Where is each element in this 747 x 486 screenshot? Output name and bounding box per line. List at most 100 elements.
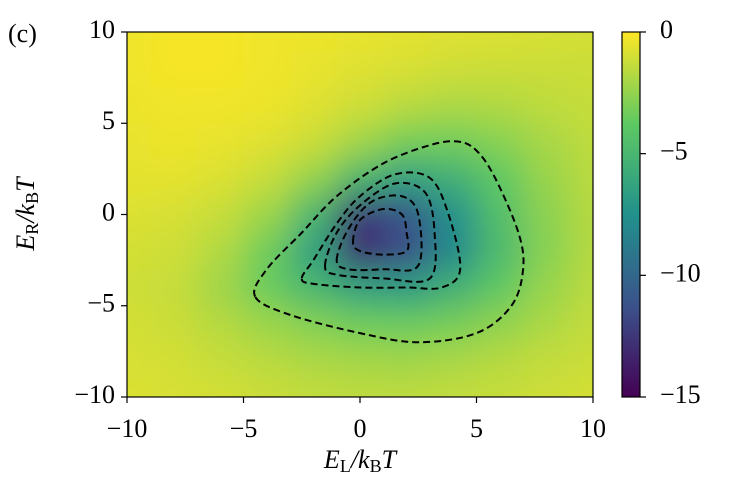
heat-cell	[336, 32, 384, 51]
panel-label: (c)	[8, 19, 37, 48]
heat-cell	[476, 305, 524, 343]
heat-cell	[383, 305, 431, 343]
heat-cell	[127, 123, 151, 161]
heat-cell	[150, 123, 198, 161]
heat-cell	[127, 269, 151, 307]
heat-cell	[569, 196, 593, 234]
heat-cell	[243, 305, 291, 343]
heat-cell	[290, 232, 338, 270]
contours	[253, 140, 525, 344]
heat-cell	[476, 86, 524, 124]
heat-cell	[523, 32, 571, 51]
heat-cell	[523, 342, 571, 380]
heatmap	[127, 32, 593, 397]
heat-cell	[523, 269, 571, 307]
heat-cell	[523, 159, 571, 197]
heat-cell	[243, 159, 291, 197]
heat-cell	[336, 196, 384, 234]
heat-cell	[429, 50, 477, 88]
heat-cell	[336, 342, 384, 380]
heat-cell	[336, 86, 384, 124]
heat-cell	[290, 86, 338, 124]
heat-cell	[290, 342, 338, 380]
heat-cell	[429, 232, 477, 270]
x-tick-label: 0	[354, 414, 367, 443]
heat-cell	[569, 32, 593, 51]
heat-cell	[569, 232, 593, 270]
y-tick-label: 5	[102, 106, 115, 135]
heat-cell	[196, 269, 244, 307]
heat-cell	[476, 378, 524, 397]
heat-cell	[127, 159, 151, 197]
heat-cell	[290, 305, 338, 343]
x-tick-label: −5	[230, 414, 258, 443]
heat-cell	[150, 378, 198, 397]
heat-cell	[476, 269, 524, 307]
heat-cell	[569, 123, 593, 161]
heat-cell	[196, 32, 244, 51]
heat-cell	[243, 50, 291, 88]
x-tick-label: −10	[107, 414, 148, 443]
y-tick-label: −5	[87, 289, 115, 318]
colorbar	[621, 31, 641, 398]
heat-cell	[523, 123, 571, 161]
colorbar-tick-label: −15	[660, 380, 701, 409]
heat-cell	[150, 86, 198, 124]
heat-cell	[429, 159, 477, 197]
heat-cell	[569, 50, 593, 88]
heat-cell	[429, 305, 477, 343]
heat-cell	[243, 86, 291, 124]
heat-cell	[429, 32, 477, 51]
heat-cell	[383, 86, 431, 124]
heat-cell	[243, 196, 291, 234]
heat-cell	[476, 159, 524, 197]
heat-cell	[150, 32, 198, 51]
heat-cell	[569, 378, 593, 397]
heat-cell	[196, 342, 244, 380]
heat-cell	[336, 50, 384, 88]
heat-cell	[243, 342, 291, 380]
heat-cell	[476, 50, 524, 88]
colorbar-tick-label: −10	[660, 258, 701, 287]
heat-cell	[476, 342, 524, 380]
heat-cell	[290, 378, 338, 397]
heat-cell	[383, 342, 431, 380]
heat-cell	[150, 342, 198, 380]
heat-cell	[243, 123, 291, 161]
heat-cell	[150, 269, 198, 307]
heat-cell	[127, 50, 151, 88]
heat-cell	[523, 232, 571, 270]
heat-cell	[196, 123, 244, 161]
heat-cell	[196, 86, 244, 124]
heat-cell	[243, 378, 291, 397]
x-tick-label: 10	[580, 414, 606, 443]
heat-cell	[429, 86, 477, 124]
y-axis-label: ER/kBT	[11, 176, 42, 252]
heat-cell	[336, 123, 384, 161]
heat-cell	[127, 32, 151, 51]
contour-line	[352, 207, 410, 256]
heat-cell	[290, 123, 338, 161]
heat-cell	[150, 196, 198, 234]
x-axis-label: EL/kBT	[323, 445, 398, 476]
heat-cell	[243, 269, 291, 307]
heat-cell	[569, 305, 593, 343]
heat-cell	[383, 378, 431, 397]
heat-cell	[127, 378, 151, 397]
heat-cell	[383, 123, 431, 161]
heat-cell	[569, 86, 593, 124]
heat-cell	[127, 305, 151, 343]
heat-cell	[150, 305, 198, 343]
heat-cell	[383, 50, 431, 88]
y-tick-label: 10	[89, 15, 115, 44]
heat-cell	[523, 305, 571, 343]
heat-cell	[290, 269, 338, 307]
heat-cell	[383, 159, 431, 197]
heat-cell	[523, 196, 571, 234]
heat-cell	[196, 378, 244, 397]
heat-cell	[196, 159, 244, 197]
contour-line	[253, 140, 525, 344]
colorbar-tick-label: −5	[660, 137, 688, 166]
heat-cell	[336, 378, 384, 397]
